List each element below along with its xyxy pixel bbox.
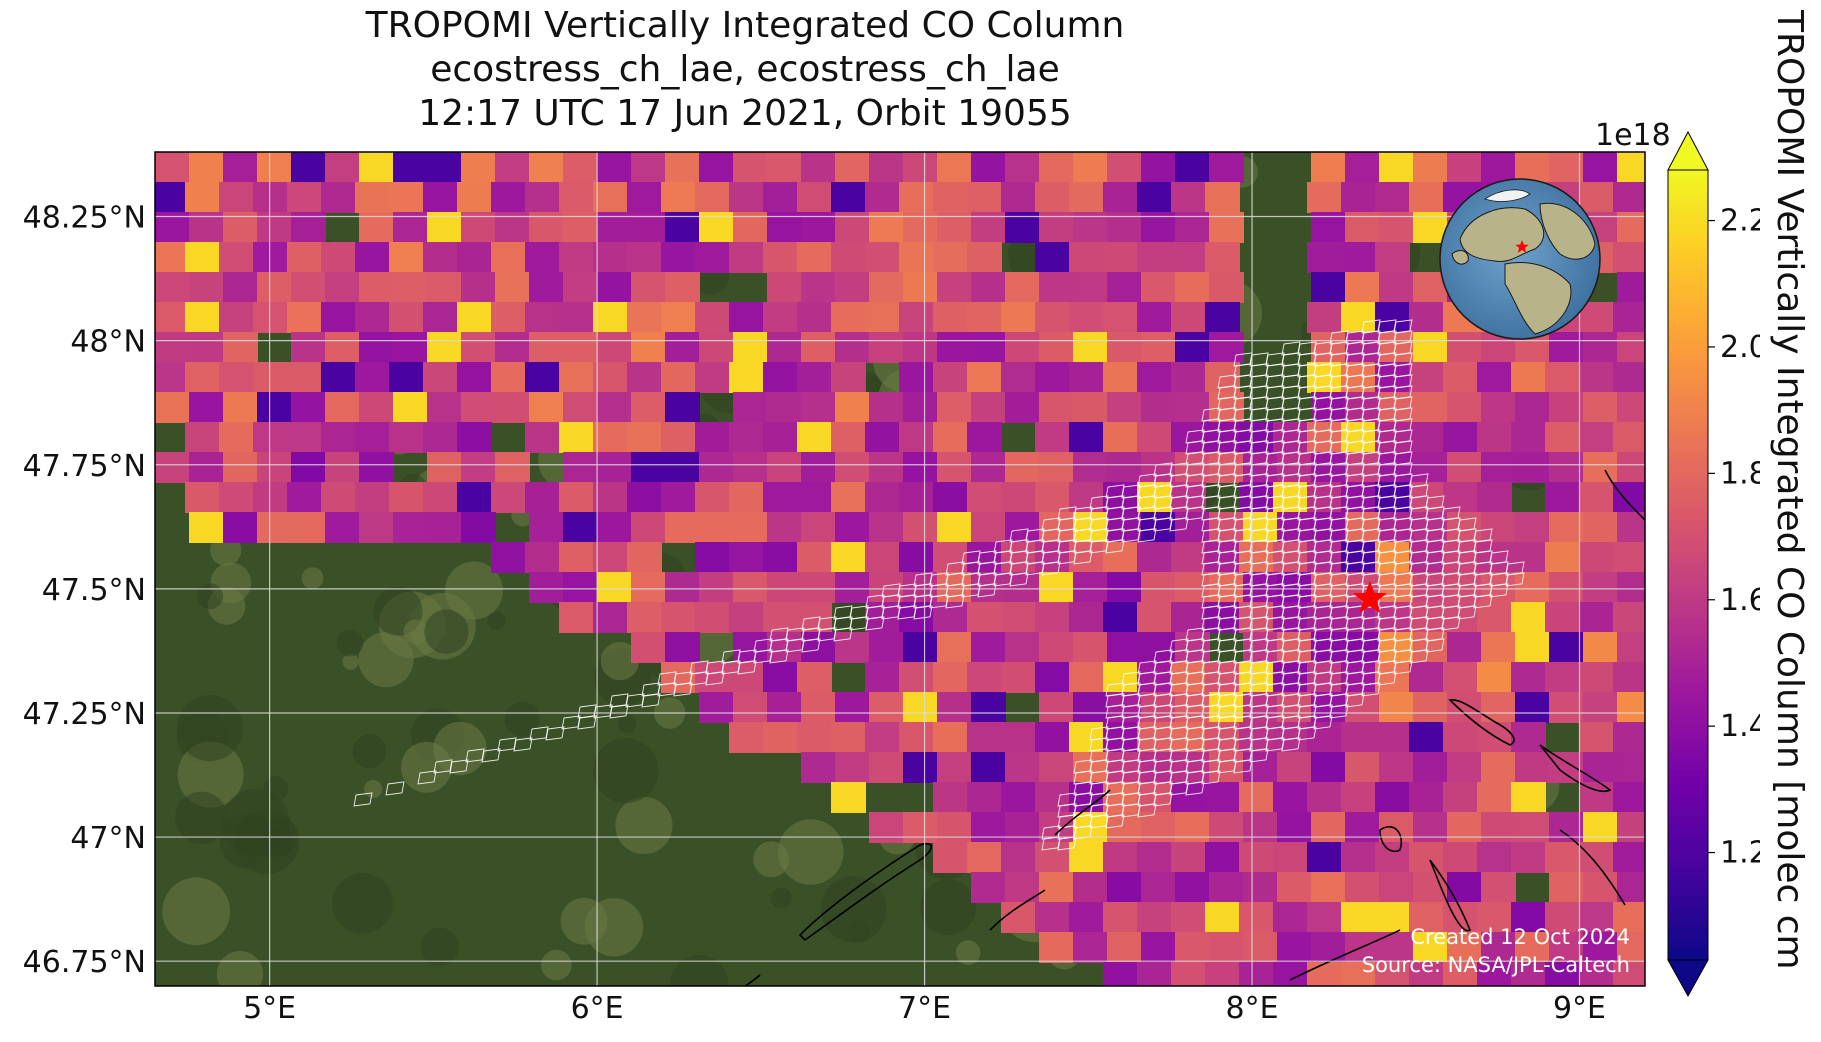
ecostress-footprint-grid [353, 319, 1525, 851]
y-tick-label: 46.75°N [23, 945, 146, 980]
created-credit: Created 12 Oct 2024 [1410, 925, 1630, 949]
source-credit: Source: NASA/JPL-Caltech [1361, 953, 1630, 977]
colorbar-extend-max [1667, 130, 1709, 171]
colorbar-tick-label: 1.2 [1720, 836, 1760, 871]
colorbar: 1.2 1.4 1.6 1.8 2.0 2.2 [1667, 130, 1760, 998]
globe-landmass [1451, 250, 1469, 265]
colorbar-tick-label: 1.4 [1720, 709, 1760, 744]
lat-lon-grid [155, 152, 1645, 986]
axis-ticks: 5°E 6°E 7°E 8°E 9°E 48.25°N 48°N 47.75°N 47.5°N 4… [23, 201, 1606, 1026]
y-tick-label: 47°N [70, 821, 146, 856]
chart-title-line-1: TROPOMI Vertically Integrated CO Column [365, 5, 1125, 46]
x-tick-label: 9°E [1553, 991, 1606, 1026]
target-star-marker[interactable] [1352, 580, 1387, 614]
globe-greenland [1484, 189, 1531, 202]
y-tick-label: 48°N [70, 325, 146, 360]
colorbar-tick-label: 1.6 [1720, 583, 1760, 618]
colorbar-label: TROPOMI Vertically Integrated CO Column … [1769, 10, 1810, 970]
x-tick-label: 5°E [243, 991, 296, 1026]
x-tick-label: 7°E [898, 991, 951, 1026]
map-frame [154, 151, 1646, 987]
colorbar-tick-label: 2.0 [1720, 330, 1760, 365]
globe-landmass [1504, 262, 1572, 335]
colorbar-extend-min [1667, 959, 1709, 998]
chart-title-line-2: ecostress_ch_lae, ecostress_ch_lae [430, 49, 1060, 90]
globe-location-marker [1515, 240, 1529, 253]
y-tick-label: 47.75°N [23, 449, 146, 484]
y-tick-label: 47.25°N [23, 697, 146, 732]
colorbar-tick-label: 1.8 [1720, 456, 1760, 491]
colorbar-frame [1667, 169, 1709, 961]
colorbar-exponent: 1e18 [1595, 118, 1671, 153]
target-marker-layer [1352, 580, 1387, 614]
globe-landmass [1539, 202, 1596, 260]
co-pixel-layer [155, 152, 1645, 986]
chart-title-line-3: 12:17 UTC 17 Jun 2021, Orbit 19055 [418, 93, 1072, 134]
x-tick-label: 8°E [1226, 991, 1279, 1026]
y-tick-label: 47.5°N [42, 573, 146, 608]
locator-globe [1439, 178, 1601, 340]
colorbar-tick-label: 2.2 [1720, 204, 1760, 239]
x-tick-label: 6°E [571, 991, 624, 1026]
y-tick-label: 48.25°N [23, 201, 146, 236]
